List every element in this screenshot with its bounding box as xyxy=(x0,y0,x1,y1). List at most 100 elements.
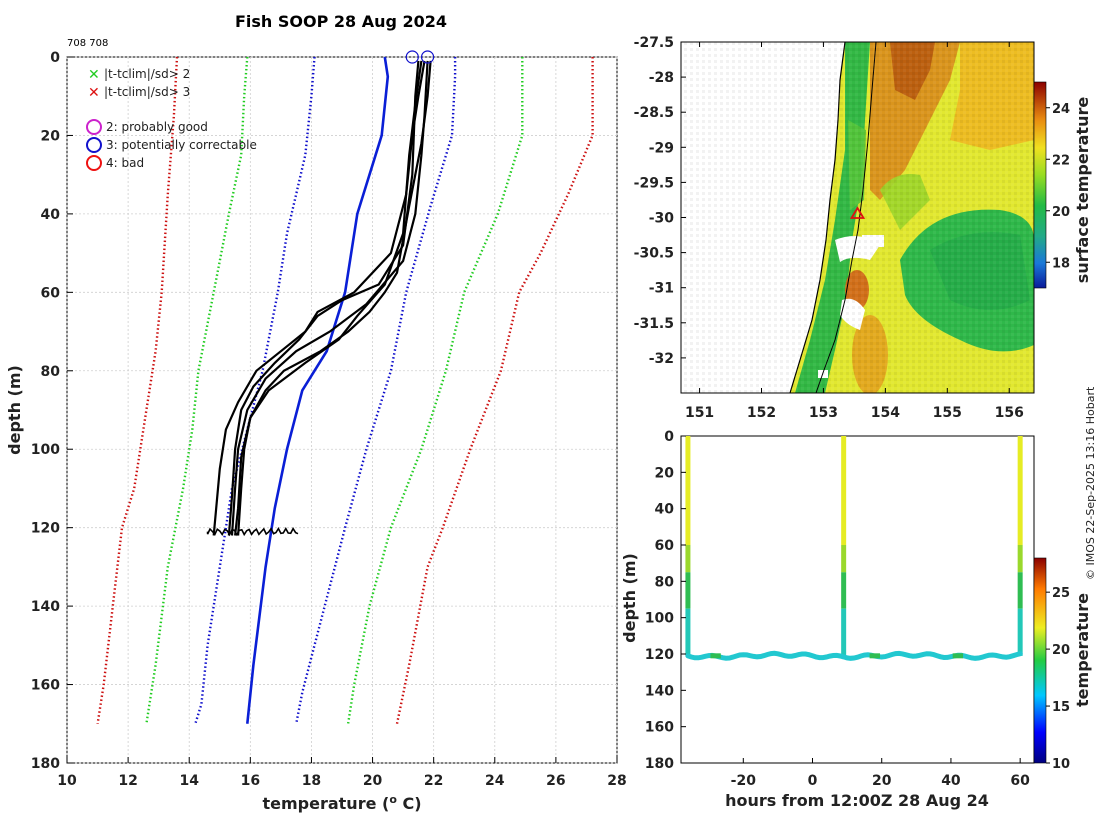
flag-marker xyxy=(420,50,435,64)
map-xtick-label: 155 xyxy=(933,405,962,421)
temperature-colorbar xyxy=(1033,557,1047,764)
ship-position-marker-icon xyxy=(849,206,866,219)
series-mean xyxy=(246,56,390,724)
legend-flag2-label: 2: probably good xyxy=(106,120,208,134)
ytick-label: 160 xyxy=(31,678,60,694)
map-ytick-label: -30 xyxy=(649,211,675,227)
xtick-label: 18 xyxy=(302,773,321,789)
xtick-label: 22 xyxy=(424,773,443,789)
time-depth-ticks: -20 0 20 40 60 0 20 40 60 80 100 120 140 160 180 xyxy=(645,429,1030,789)
temp-cb-tick-label: 25 xyxy=(1052,586,1070,601)
map-ytick-label: -28.5 xyxy=(634,105,674,121)
xtick-label: 14 xyxy=(179,773,199,789)
td-xtick-label: 20 xyxy=(872,773,892,789)
series-mean-3sd xyxy=(96,56,179,724)
sst-colorbar xyxy=(1033,81,1047,289)
sst-cb-tick-label: 20 xyxy=(1052,205,1070,220)
flag-marker xyxy=(405,50,419,64)
ytick-label: 0 xyxy=(50,50,60,66)
map-ytick-label: -32 xyxy=(649,351,674,367)
ytick-label: 120 xyxy=(31,521,60,537)
ytick-label: 180 xyxy=(31,756,60,772)
map-ytick-label: -31 xyxy=(649,281,674,297)
sst-colorbar-ticks: 18 20 22 24 xyxy=(1046,102,1070,271)
legend-red-cross-icon: ✕ xyxy=(88,85,100,101)
td-ytick-label: 180 xyxy=(645,756,674,772)
ytick-label: 140 xyxy=(31,599,60,615)
profile-ticks: 10 12 14 16 18 20 22 24 26 28 0 20 40 60 80 100 120 140 16… xyxy=(31,50,627,789)
legend-flag2-circle-icon xyxy=(86,119,102,135)
map-xtick-label: 156 xyxy=(995,405,1024,421)
legend: ✕ |t-tclim|/sd> 2 ✕ |t-tclim|/sd> 3 2: p… xyxy=(86,67,257,171)
legend-green-label: |t-tclim|/sd> 2 xyxy=(104,67,190,81)
legend-red-label: |t-tclim|/sd> 3 xyxy=(104,85,190,99)
xtick-label: 26 xyxy=(546,773,565,789)
map-ytick-label: -31.5 xyxy=(634,316,674,332)
map-xtick-label: 152 xyxy=(747,405,776,421)
td-ytick-label: 100 xyxy=(645,611,674,627)
time-depth-plot: -20 0 20 40 60 0 20 40 60 80 100 120 140 160 180 hours… xyxy=(620,429,1092,810)
series-profile-4 xyxy=(234,60,432,536)
xtick-label: 10 xyxy=(57,773,77,789)
time-depth-ylabel: depth (m) xyxy=(620,553,639,643)
time-depth-frame xyxy=(680,435,1035,764)
map-ticks: 151 152 153 154 155 156 -27.5 -28 -28.5 -29 -29.5 -… xyxy=(634,35,1024,421)
sst-colorbar-label: surface temperature xyxy=(1073,97,1092,284)
td-ytick-label: 0 xyxy=(664,429,674,445)
series-mean-sd xyxy=(194,56,316,725)
profile-series xyxy=(96,56,594,725)
sst-cb-tick-label: 22 xyxy=(1052,153,1070,168)
profile-xlabel: temperature (o C) xyxy=(262,793,421,813)
map-ytick-label: -29 xyxy=(649,140,674,156)
temp-cb-tick-label: 15 xyxy=(1052,700,1070,715)
td-xtick-label: 60 xyxy=(1010,773,1030,789)
sst-cb-tick-label: 24 xyxy=(1052,102,1070,117)
xtick-label: 12 xyxy=(118,773,137,789)
map-xtick-label: 154 xyxy=(871,405,900,421)
time-depth-data xyxy=(685,436,1023,661)
series-mean+sd xyxy=(295,57,457,725)
legend-flag4-circle-icon xyxy=(86,155,102,171)
td-ytick-label: 20 xyxy=(655,465,675,481)
ytick-label: 40 xyxy=(41,207,61,223)
flag-markers xyxy=(405,50,435,64)
legend-green-cross-icon: ✕ xyxy=(88,67,100,83)
bottom-trace xyxy=(685,650,1023,661)
td-xtick-label: -20 xyxy=(731,773,757,789)
ytick-label: 20 xyxy=(41,128,61,144)
xtick-label: 24 xyxy=(485,773,505,789)
td-xtick-label: 40 xyxy=(941,773,961,789)
series-profile-5 xyxy=(227,60,420,536)
profile-plot-frame xyxy=(66,56,618,764)
profile-ylabel: depth (m) xyxy=(5,365,24,455)
series-mean+3sd xyxy=(395,57,594,725)
ytick-label: 100 xyxy=(31,442,60,458)
bottom-hit-trace xyxy=(206,526,299,537)
td-ytick-label: 160 xyxy=(645,720,674,736)
ytick-label: 80 xyxy=(41,364,61,380)
xtick-label: 20 xyxy=(363,773,383,789)
map-ytick-label: -29.5 xyxy=(634,175,674,191)
chart-title: Fish SOOP 28 Aug 2024 xyxy=(235,12,447,31)
legend-flag4-label: 4: bad xyxy=(106,156,144,170)
series-mean+2sd xyxy=(346,57,524,724)
profile-plot: 10 12 14 16 18 20 22 24 26 28 0 20 40 60 80 100 120 140 16… xyxy=(5,50,627,813)
map-xtick-label: 153 xyxy=(809,405,838,421)
td-ytick-label: 140 xyxy=(645,683,674,699)
xtick-label: 28 xyxy=(607,773,626,789)
legend-flag3-circle-icon xyxy=(86,137,102,153)
temp-cb-tick-label: 20 xyxy=(1052,643,1070,658)
td-xtick-label: 0 xyxy=(808,773,818,789)
td-ytick-label: 120 xyxy=(645,647,674,663)
imos-credit: © IMOS 22-Sep-2025 13:16 Hobart xyxy=(1084,386,1097,580)
sst-map: 151 152 153 154 155 156 -27.5 -28 -28.5 -29 -29.5 -… xyxy=(634,35,1092,421)
time-depth-xlabel: hours from 12:00Z 28 Aug 24 xyxy=(725,791,989,810)
ytick-label: 60 xyxy=(41,285,61,301)
td-ytick-label: 80 xyxy=(655,574,675,590)
cruise-id: 708 708 xyxy=(67,38,108,49)
map-ytick-label: -27.5 xyxy=(634,35,674,51)
map-ytick-label: -30.5 xyxy=(634,246,674,262)
xtick-label: 16 xyxy=(241,773,260,789)
temp-cb-tick-label: 10 xyxy=(1052,757,1070,772)
td-ytick-label: 60 xyxy=(655,538,675,554)
